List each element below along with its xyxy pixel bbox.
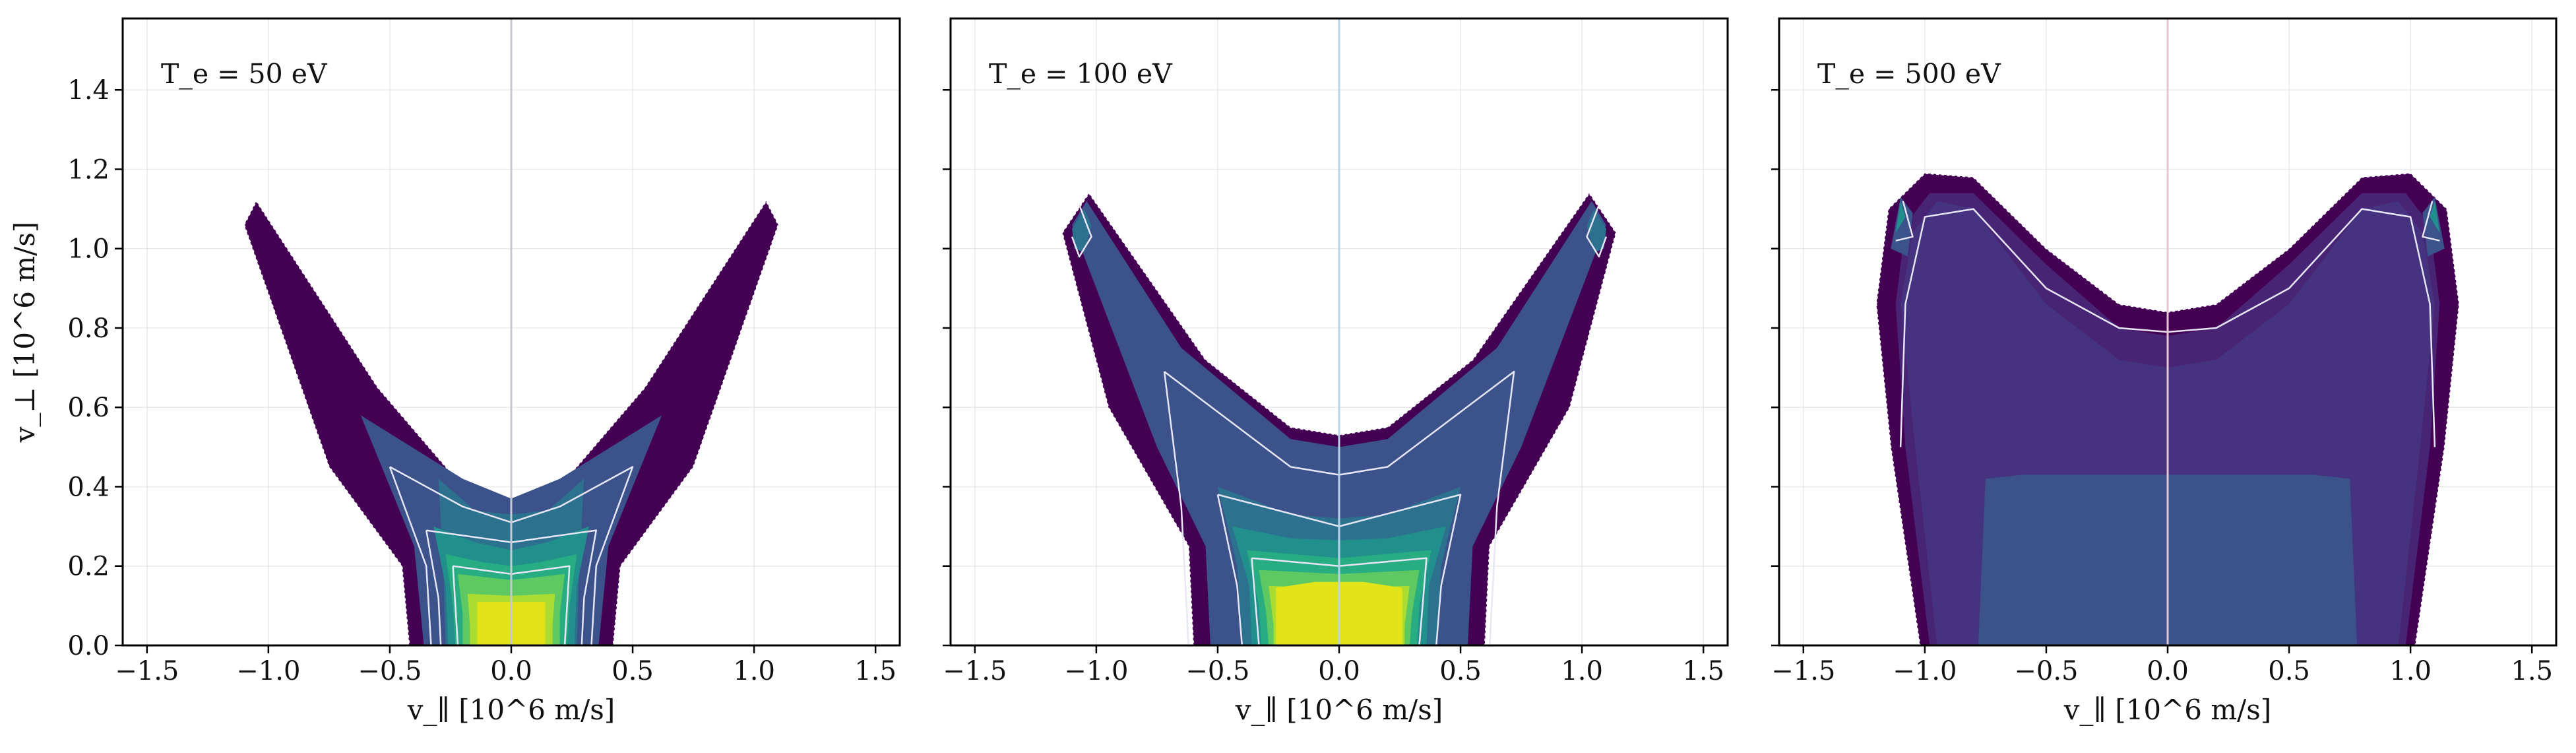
contour-line-3: [1216, 494, 1243, 646]
y-tick-label: 0.8: [67, 313, 110, 344]
x-tick-label: 1.5: [1682, 656, 1724, 686]
x-tick-label: −1.5: [1771, 656, 1835, 686]
y-axis-label: v_⊥ [10^6 m/s]: [9, 222, 41, 443]
contour-level-6: [2430, 201, 2440, 233]
x-tick-label: 1.0: [733, 656, 775, 686]
y-tick-label: 0.0: [67, 631, 110, 661]
contour-line-5: [1251, 558, 1260, 646]
y-tick-label: 1.2: [67, 154, 110, 185]
y-tick-label: 1.4: [67, 75, 110, 106]
x-tick-label: 1.0: [1561, 656, 1603, 686]
y-tick-label: 0.4: [67, 472, 110, 502]
y-tick-label: 0.6: [67, 393, 110, 423]
x-tick-label: 0.5: [2268, 656, 2310, 686]
contour-line-2: [1217, 494, 1462, 646]
contour-level-3: [1891, 197, 1913, 257]
x-axis-label: v_∥ [10^6 m/s]: [1235, 694, 1443, 726]
panel-te-100: −1.5 −1.0 −0.5 0.0 0.5 1.0 1.5 T_e = 100 eV v_…: [943, 17, 1729, 726]
ticks: −1.5 −1.0 −0.5 0.0 0.5 1.0 1.5: [1771, 88, 2553, 686]
x-axis-label: v_∥ [10^6 m/s]: [407, 694, 615, 726]
x-tick-label: 0.0: [490, 656, 532, 686]
contour-level-0: [1072, 201, 1606, 646]
contour-level-4: [2422, 197, 2445, 257]
x-tick-label: −1.5: [115, 656, 179, 686]
x-tick-label: 0.0: [2147, 656, 2189, 686]
contour-line-0: [389, 466, 634, 646]
contour-line-7: [1586, 205, 1608, 258]
panel-te-500: −1.5 −1.0 −0.5 0.0 0.5 1.0 1.5 T_e = 500 eV v_…: [1771, 17, 2558, 726]
contour-line-4: [1251, 557, 1428, 646]
ticks: −1.5 −1.0 −0.5 0.0 0.5 1.0 1.5 0.0 0.2 0.4 0.6 0.8 1…: [67, 75, 896, 686]
contour-lines: [389, 466, 634, 646]
contour-line-3: [425, 530, 442, 646]
contour-line-4: [453, 565, 571, 646]
x-tick-label: 1.5: [854, 656, 896, 686]
x-tick-label: 0.5: [612, 656, 654, 686]
panel-title: T_e = 100 eV: [989, 58, 1173, 90]
contour-line-6: [1071, 205, 1092, 258]
y-tick-label: 1.0: [67, 234, 110, 265]
x-tick-label: −1.5: [943, 656, 1007, 686]
x-tick-label: −0.5: [358, 656, 422, 686]
x-tick-label: −1.0: [1064, 656, 1128, 686]
panel-title: T_e = 50 eV: [161, 58, 328, 90]
panel-te-50: −1.5 −1.0 −0.5 0.0 0.5 1.0 1.5 0.0 0.2 0.4 0.6 0.8 1…: [9, 17, 901, 726]
contour-line-1: [389, 466, 432, 646]
x-tick-label: −1.0: [1893, 656, 1957, 686]
contour-level-7: [1072, 209, 1092, 253]
x-tick-label: −0.5: [1185, 656, 1249, 686]
x-tick-label: 1.0: [2389, 656, 2432, 686]
contour-line-5: [452, 566, 459, 646]
contour-line-2: [2422, 201, 2440, 242]
x-axis-label: v_∥ [10^6 m/s]: [2063, 694, 2272, 726]
contour-lines: [1071, 205, 1608, 646]
contour-line-1: [1895, 201, 1914, 242]
y-tick-label: 0.2: [67, 552, 110, 582]
contour-line-2: [426, 529, 598, 646]
panel-title: T_e = 500 eV: [1817, 58, 2001, 90]
x-tick-label: 0.0: [1318, 656, 1360, 686]
contour-line-0: [1164, 370, 1515, 646]
contour-level-5: [1895, 201, 1906, 233]
x-tick-label: −1.0: [236, 656, 300, 686]
x-tick-label: 1.5: [2511, 656, 2553, 686]
x-tick-label: −0.5: [2014, 656, 2078, 686]
contour-level-8: [1586, 209, 1606, 253]
contour-line-1: [1163, 371, 1190, 646]
x-tick-label: 0.5: [1439, 656, 1482, 686]
ticks: −1.5 −1.0 −0.5 0.0 0.5 1.0 1.5: [943, 88, 1724, 686]
